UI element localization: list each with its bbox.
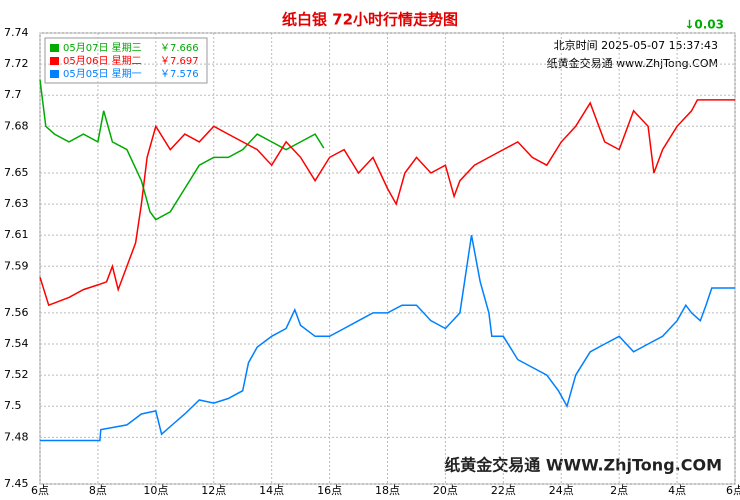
legend-label: 05月07日 星期三 (63, 42, 142, 54)
legend-price: ￥7.697 (160, 56, 199, 67)
x-tick-label: 6点 (31, 484, 49, 497)
legend-label: 05月06日 星期二 (63, 55, 142, 67)
x-tick-label: 4点 (668, 484, 686, 497)
watermark: 纸黄金交易通 WWW.ZhjTong.COM (444, 456, 722, 475)
x-tick-label: 16点 (317, 484, 342, 497)
y-tick-label: 7.5 (4, 399, 22, 412)
legend-label: 05月05日 星期一 (63, 68, 142, 80)
y-tick-label: 7.54 (4, 337, 29, 350)
x-tick-label: 2点 (610, 484, 628, 497)
y-tick-label: 7.52 (4, 368, 29, 381)
y-tick-label: 7.7 (4, 88, 22, 101)
legend-swatch (50, 70, 59, 78)
y-tick-label: 7.63 (4, 197, 29, 210)
x-tick-label: 22点 (491, 484, 516, 497)
x-tick-label: 18点 (375, 484, 400, 497)
legend-swatch (50, 57, 59, 65)
x-tick-label: 24点 (549, 484, 574, 497)
legend-box (44, 37, 208, 84)
y-tick-label: 7.59 (4, 259, 29, 272)
x-tick-label: 10点 (143, 484, 168, 497)
series-line (39, 99, 735, 307)
y-tick-label: 7.74 (4, 26, 29, 39)
y-tick-label: 7.72 (4, 57, 29, 70)
timestamp: 北京时间 2025-05-07 15:37:43 (554, 38, 718, 52)
x-tick-label: 12点 (201, 484, 226, 497)
change: ↓0.03 (684, 18, 724, 32)
y-tick-label: 7.68 (4, 119, 29, 132)
chart-title: 纸白银 72小时行情走势图 (282, 11, 458, 29)
source: 纸黄金交易通 www.ZhjTong.COM (547, 56, 718, 70)
y-tick-label: 7.45 (4, 477, 29, 490)
x-tick-label: 6点 (726, 484, 740, 497)
series-line (39, 79, 325, 221)
series-line (40, 235, 735, 442)
legend-price: ￥7.666 (160, 43, 199, 54)
y-tick-label: 7.48 (4, 430, 29, 443)
legend-price: ￥7.576 (160, 69, 199, 80)
legend-swatch (50, 44, 59, 52)
x-tick-label: 20点 (433, 484, 458, 497)
x-tick-label: 14点 (259, 484, 284, 497)
y-tick-label: 7.61 (4, 228, 29, 241)
y-tick-label: 7.56 (4, 306, 29, 319)
x-tick-label: 8点 (89, 484, 107, 497)
y-tick-label: 7.65 (4, 166, 29, 179)
